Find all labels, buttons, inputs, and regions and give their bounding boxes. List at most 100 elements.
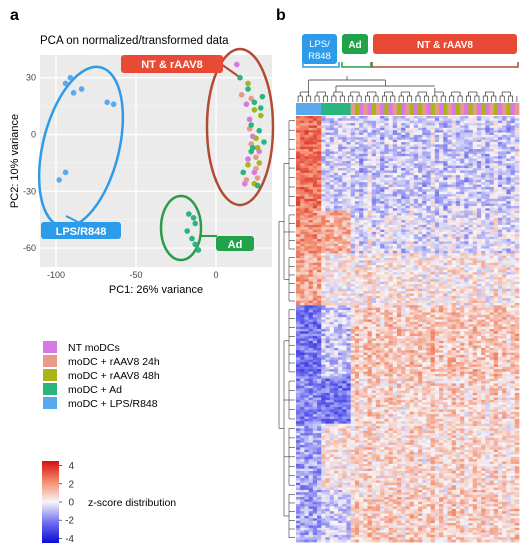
heatmap-cell xyxy=(392,300,398,304)
heatmap-cell xyxy=(304,201,310,204)
heatmap-cell xyxy=(497,267,503,271)
heatmap-cell xyxy=(514,160,520,164)
heatmap-cell xyxy=(392,187,398,190)
heatmap-cell xyxy=(296,250,301,254)
heatmap-cell xyxy=(329,215,335,219)
heatmap-cell xyxy=(447,298,453,301)
heatmap-cell xyxy=(329,288,335,292)
heatmap-cell xyxy=(468,144,474,148)
heatmap-cell xyxy=(481,291,486,294)
heatmap-cell xyxy=(422,265,427,268)
heatmap-cell xyxy=(363,149,368,152)
heatmap-cell xyxy=(497,172,503,176)
heatmap-cell xyxy=(380,248,385,252)
heatmap-cell xyxy=(439,255,444,259)
heatmap-cell xyxy=(401,250,406,254)
heatmap-cell xyxy=(405,258,411,261)
heatmap-cell xyxy=(308,243,314,247)
heatmap-cell xyxy=(350,220,356,223)
heatmap-cell xyxy=(481,130,486,133)
heatmap-cell xyxy=(497,170,503,174)
heatmap-cell xyxy=(493,291,499,294)
heatmap-cell xyxy=(338,168,343,171)
heatmap-cell xyxy=(392,236,398,240)
heatmap-cell xyxy=(426,175,432,178)
heatmap-cell xyxy=(455,262,461,266)
heatmap-cell xyxy=(354,163,360,167)
heatmap-cell xyxy=(401,269,406,273)
heatmap-cell xyxy=(388,134,394,138)
heatmap-cell xyxy=(489,160,495,164)
heatmap-cell xyxy=(510,260,516,264)
heatmap-cell xyxy=(443,300,448,304)
heatmap-cell xyxy=(359,189,364,193)
heatmap-cell xyxy=(350,281,356,285)
heatmap-cell xyxy=(422,134,427,138)
heatmap-cell xyxy=(392,125,398,129)
heatmap-cell xyxy=(346,189,352,193)
heatmap-cell xyxy=(367,196,373,200)
heatmap-cell xyxy=(350,253,356,257)
heatmap-cell xyxy=(300,203,305,207)
heatmap-cell xyxy=(472,123,478,126)
heatmap-cell xyxy=(392,134,398,138)
heatmap-cell xyxy=(346,307,352,311)
heatmap-cell xyxy=(308,276,314,280)
heatmap-cell xyxy=(447,274,453,278)
heatmap-cell xyxy=(405,222,411,226)
heatmap-cell xyxy=(296,258,301,261)
heatmap-cell xyxy=(468,179,474,183)
heatmap-cell xyxy=(396,293,402,297)
heatmap-cell xyxy=(439,130,444,133)
heatmap-cell xyxy=(422,246,427,249)
heatmap-cell xyxy=(346,151,352,155)
heatmap-cell xyxy=(363,314,368,318)
heatmap-cell xyxy=(363,163,368,167)
heatmap-cell xyxy=(455,224,461,228)
heatmap-cell xyxy=(392,179,398,183)
heatmap-cell xyxy=(329,120,335,124)
heatmap-cell xyxy=(346,295,352,299)
heatmap-cell xyxy=(493,116,499,119)
heatmap-cell xyxy=(338,246,343,249)
heatmap-cell xyxy=(493,222,499,226)
heatmap-cell xyxy=(367,213,373,216)
column-annotation-cell xyxy=(350,103,356,115)
colorbar-tick-label: -4 xyxy=(65,534,74,545)
heatmap-cell xyxy=(312,179,318,183)
heatmap-cell xyxy=(401,302,406,306)
heatmap-cell xyxy=(493,215,499,219)
heatmap-cell xyxy=(350,236,356,240)
heatmap-cell xyxy=(325,179,331,183)
heatmap-cell xyxy=(485,239,490,242)
heatmap-cell xyxy=(342,241,347,245)
heatmap-cell xyxy=(396,319,402,323)
heatmap-cell xyxy=(308,267,314,271)
heatmap-cell xyxy=(464,156,469,159)
heatmap-cell xyxy=(493,217,499,221)
heatmap-cell xyxy=(430,288,436,292)
heatmap-cell xyxy=(317,220,322,223)
heatmap-cell xyxy=(447,196,453,200)
heatmap-cell xyxy=(300,262,305,266)
heatmap-cell xyxy=(418,163,423,167)
heatmap-cell xyxy=(426,125,432,129)
heatmap-cell xyxy=(342,194,347,197)
heatmap-cell xyxy=(346,302,352,306)
heatmap-cell xyxy=(367,182,373,186)
heatmap-cell xyxy=(304,187,310,190)
heatmap-cell xyxy=(443,205,448,209)
heatmap-cell xyxy=(363,179,368,183)
heatmap-cell xyxy=(371,310,377,313)
heatmap-cell xyxy=(502,210,507,214)
heatmap-cell xyxy=(308,187,314,190)
heatmap-cell xyxy=(422,182,427,186)
heatmap-cell xyxy=(300,298,305,301)
heatmap-cell xyxy=(312,172,318,176)
heatmap-cell xyxy=(472,205,478,209)
heatmap-cell xyxy=(464,269,469,273)
heatmap-cell xyxy=(317,276,322,280)
heatmap-cell xyxy=(304,300,310,304)
heatmap-cell xyxy=(464,132,469,136)
pca-point xyxy=(245,161,251,168)
